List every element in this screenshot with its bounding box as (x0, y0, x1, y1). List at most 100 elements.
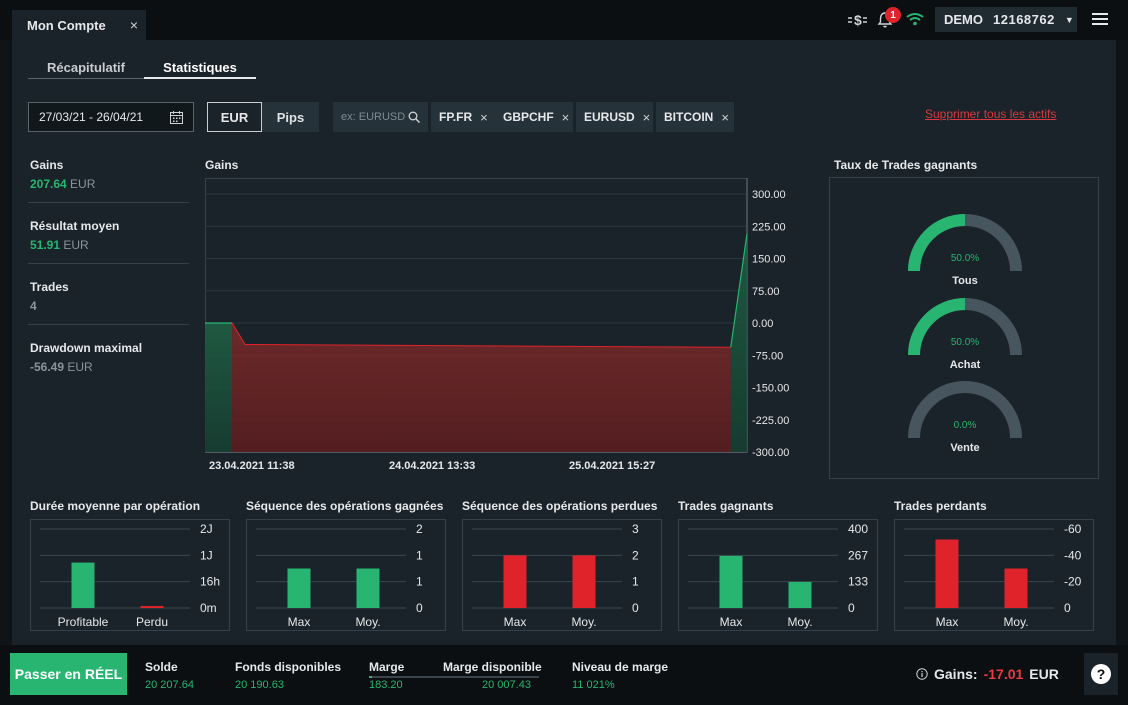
win-rate-panel (829, 177, 1099, 479)
x-tick-label: Max (720, 615, 743, 629)
divider (28, 324, 189, 325)
y-tick-label: 2 (632, 548, 639, 562)
remove-icon[interactable]: × (480, 109, 488, 125)
drawdown-amount: -56.49 (30, 360, 65, 374)
remove-all-assets-link[interactable]: Supprimer tous les actifs (925, 107, 1057, 121)
y-tick-label: 75.00 (752, 286, 780, 298)
x-tick-label: Perdu (136, 615, 168, 629)
y-tick-label: -150.00 (752, 383, 789, 395)
go-real-button[interactable]: Passer en RÉEL (10, 653, 127, 695)
y-tick-label: -225.00 (752, 415, 789, 427)
tab-mon-compte[interactable]: Mon Compte × (12, 10, 146, 40)
gains-amount: 207.64 (30, 177, 67, 191)
loss-streak-chart-box (462, 519, 662, 631)
unit-toggle-pips[interactable]: Pips (262, 102, 319, 132)
asset-chip-gbpchf: GBPCHF × (495, 102, 573, 132)
avg-result-label: Résultat moyen (30, 219, 120, 233)
gauge-fill (908, 214, 966, 272)
margin-label: Marge (369, 660, 405, 674)
chevron-down-icon: ▼ (1064, 14, 1074, 25)
remove-icon[interactable]: × (721, 109, 729, 125)
balance-label: Solde (145, 660, 178, 674)
trades-label: Trades (30, 280, 69, 294)
gains-label: Gains (30, 158, 64, 172)
available-funds-label: Fonds disponibles (235, 660, 342, 674)
y-tick-label: -40 (1064, 548, 1082, 562)
asset-chip-fp-fr: FP.FR × (431, 102, 498, 132)
svg-text:$: $ (854, 12, 862, 28)
asset-chip-label: FP.FR (439, 110, 473, 124)
win-rate-title: Taux de Trades gagnants (834, 158, 978, 172)
asset-chip-label: EURUSD (584, 110, 635, 124)
x-tick-label: Moy. (787, 615, 812, 629)
x-tick-label: Max (936, 615, 959, 629)
y-tick-label: 0 (1064, 601, 1071, 615)
y-tick-label: 1 (632, 575, 639, 589)
balance-value: 20 207.64 (145, 679, 194, 691)
calendar-icon[interactable] (170, 111, 183, 124)
x-tick-label: 23.04.2021 11:38 (209, 460, 295, 472)
y-tick-label: -75.00 (752, 350, 783, 362)
y-tick-label: 300.00 (752, 189, 786, 201)
hamburger-menu-icon[interactable] (1092, 13, 1108, 25)
subtab-recapitulatif[interactable]: Récapitulatif (28, 60, 144, 79)
unit-toggle-eur[interactable]: EUR (207, 102, 262, 132)
y-tick-label: 0m (200, 601, 217, 615)
y-tick-label: 0 (416, 601, 423, 615)
available-margin-label: Marge disponible (443, 660, 542, 674)
help-button[interactable]: ? (1084, 653, 1118, 695)
series-line-negative (231, 322, 731, 348)
loss-area (232, 323, 731, 452)
bar (503, 555, 527, 608)
close-icon[interactable]: × (129, 17, 138, 33)
gauge-tous: 50.0% Tous (908, 214, 1022, 287)
drawdown-value: -56.49 EUR (30, 360, 93, 374)
wifi-icon (906, 13, 924, 26)
currency-exchange-icon[interactable]: $ (848, 12, 868, 28)
gauge-track (908, 381, 1022, 439)
avg-result-value: 51.91 EUR (30, 238, 89, 252)
avg-duration-chart-box (30, 519, 230, 631)
account-selector[interactable]: DEMO 12168762 ▼ (935, 7, 1077, 32)
margin-level-label: Niveau de marge (572, 660, 669, 674)
info-icon[interactable] (916, 668, 928, 680)
avg-duration-bar-chart: 2J 1J 16h 0m Profitable Perdu (40, 522, 220, 629)
session-gains-unit: EUR (1029, 666, 1059, 682)
divider (28, 202, 189, 203)
asset-search-placeholder: ex: EURUSD (341, 111, 406, 123)
y-tick-label: 133 (848, 575, 868, 589)
y-tick-label: -60 (1064, 522, 1082, 536)
gauge-vente: 0.0% Vente (908, 381, 1022, 454)
y-tick-label: 1J (200, 548, 213, 562)
x-tick-label: Moy. (1003, 615, 1028, 629)
y-tick-label: 2 (416, 522, 423, 536)
subtab-statistiques[interactable]: Statistiques (144, 60, 256, 79)
x-tick-label: Max (504, 615, 527, 629)
margin-level-value: 11 021% (572, 679, 615, 691)
losing-trades-title: Trades perdants (894, 499, 987, 513)
search-icon (408, 111, 420, 123)
winning-trades-title: Trades gagnants (678, 499, 774, 513)
losing-trades-chart-box (894, 519, 1094, 631)
bar (719, 555, 743, 608)
remove-icon[interactable]: × (561, 109, 570, 125)
bar (356, 568, 380, 608)
asset-search-input[interactable]: ex: EURUSD (333, 102, 428, 132)
gains-unit: EUR (70, 177, 96, 191)
y-tick-label: 400 (848, 522, 868, 536)
remove-icon[interactable]: × (642, 109, 651, 125)
x-tick-label: Moy. (571, 615, 596, 629)
drawdown-label: Drawdown maximal (30, 341, 143, 355)
notification-badge: 1 (885, 7, 901, 23)
y-tick-label: 1 (416, 575, 423, 589)
y-tick-label: 16h (200, 575, 220, 589)
account-type: DEMO (944, 12, 983, 27)
session-gains: Gains: -17.01 EUR (916, 666, 1059, 682)
margin-value: 183.20 (369, 679, 403, 691)
win-rate-gauges: 50.0% Tous 50.0% Achat 0.0% Vente (908, 214, 1022, 454)
bar (788, 581, 812, 608)
date-range-picker[interactable]: 27/03/21 - 26/04/21 (28, 102, 194, 132)
available-funds-value: 20 190.63 (235, 679, 284, 691)
x-tick-label: Max (288, 615, 311, 629)
main-panel (12, 40, 1116, 645)
